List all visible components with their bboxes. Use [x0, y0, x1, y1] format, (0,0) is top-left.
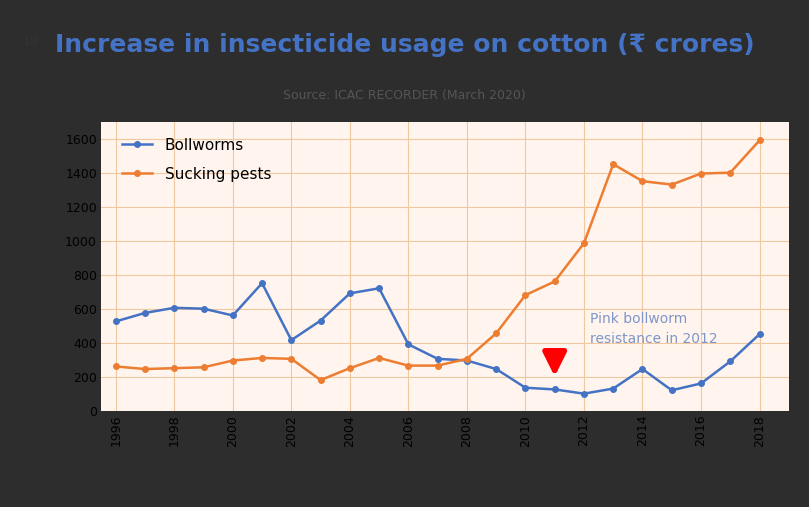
Sucking pests — [726, 170, 735, 176]
Bollworms — [520, 385, 530, 391]
Bollworms — [491, 366, 501, 372]
Bollworms — [579, 390, 589, 396]
Sucking pests — [579, 240, 589, 246]
Bollworms — [257, 280, 267, 286]
Bollworms — [608, 385, 618, 391]
Sucking pests — [111, 364, 121, 370]
Bollworms — [140, 310, 150, 316]
Text: Source: ICAC RECORDER (March 2020): Source: ICAC RECORDER (March 2020) — [283, 89, 526, 102]
Text: Increase in insecticide usage on cotton (₹ crores): Increase in insecticide usage on cotton … — [55, 33, 754, 57]
Bollworms — [375, 285, 384, 292]
Sucking pests — [667, 182, 676, 188]
Line: Sucking pests: Sucking pests — [113, 137, 762, 383]
Bollworms — [462, 357, 472, 364]
Text: Pink bollworm
resistance in 2012: Pink bollworm resistance in 2012 — [590, 312, 718, 346]
Bollworms — [199, 306, 209, 312]
Sucking pests — [140, 366, 150, 372]
Sucking pests — [257, 355, 267, 361]
Sucking pests — [462, 356, 472, 362]
Sucking pests — [637, 178, 647, 184]
Sucking pests — [228, 357, 238, 364]
Sucking pests — [286, 356, 296, 362]
Sucking pests — [696, 170, 705, 176]
Bollworms — [726, 358, 735, 365]
Text: 19: 19 — [23, 35, 38, 49]
Bollworms — [667, 387, 676, 393]
Bollworms — [228, 312, 238, 318]
Sucking pests — [375, 355, 384, 361]
Bollworms — [755, 331, 765, 337]
Bollworms — [433, 356, 443, 362]
Bollworms — [111, 318, 121, 324]
Bollworms — [637, 366, 647, 372]
Bollworms — [404, 341, 413, 347]
Sucking pests — [316, 377, 325, 383]
Line: Bollworms: Bollworms — [113, 280, 762, 396]
Sucking pests — [491, 330, 501, 336]
Bollworms — [316, 317, 325, 323]
Sucking pests — [169, 365, 179, 371]
Bollworms — [286, 337, 296, 343]
Bollworms — [550, 386, 560, 392]
Sucking pests — [755, 137, 765, 143]
Sucking pests — [345, 365, 354, 371]
Sucking pests — [199, 364, 209, 370]
Sucking pests — [608, 161, 618, 167]
Bollworms — [345, 291, 354, 297]
Bollworms — [169, 305, 179, 311]
Sucking pests — [550, 278, 560, 284]
Sucking pests — [404, 363, 413, 369]
Bollworms — [696, 380, 705, 386]
Sucking pests — [433, 363, 443, 369]
Legend: Bollworms, Sucking pests: Bollworms, Sucking pests — [116, 132, 277, 188]
Sucking pests — [520, 292, 530, 298]
